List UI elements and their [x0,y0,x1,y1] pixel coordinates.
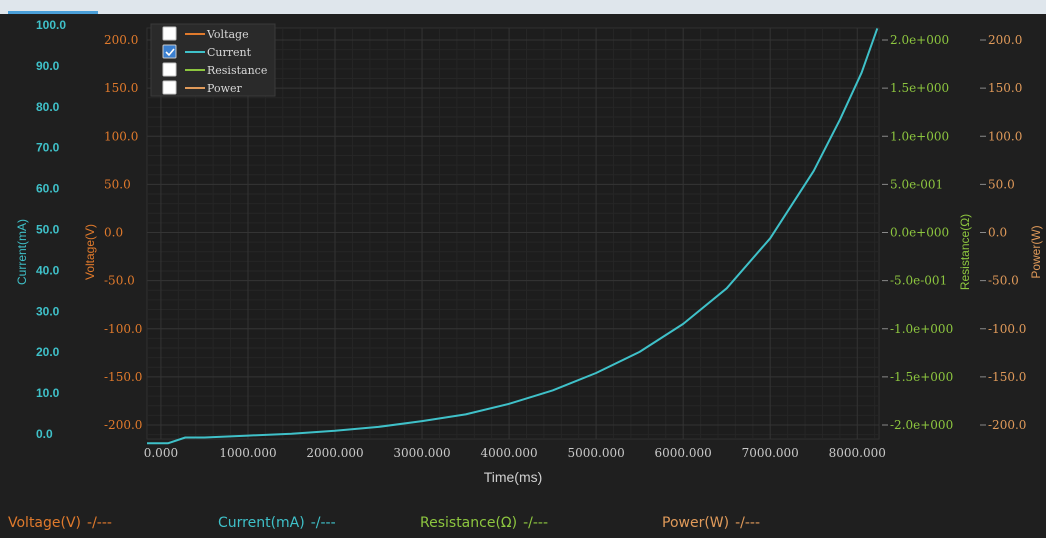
voltage-tick-label: -150.0 [104,370,142,384]
check-icon [165,48,175,57]
power-tick-label: -50.0 [988,274,1019,288]
power-tick-label: -150.0 [988,370,1026,384]
voltage-tick-label: -50.0 [104,274,135,288]
legend: Voltage Current Resistance Power [150,23,276,97]
readout-current-ma: Current(mA) -/--- [218,515,336,531]
axis-layer: 0.000 1000.000 2000.000 3000.000 4000.000 500… [15,18,1043,485]
power-tick-label: -200.0 [988,418,1026,432]
x-tick-label: 3000.000 [393,446,450,460]
legend-label-voltage: Voltage [206,28,249,41]
readout-value: -/--- [87,515,112,531]
power-tick-label: 200.0 [988,33,1022,47]
resistance-tick-label: -5.0e-001 [890,274,947,288]
voltage-tick-label: 200.0 [104,33,138,47]
power-axis-label: Power(W) [1029,225,1043,278]
power-tick-label: 100.0 [988,129,1022,143]
power-tick-label: 0.0 [988,226,1007,240]
x-tick-label: 8000.000 [829,446,886,460]
legend-label-current: Current [207,46,252,59]
voltage-tick-label: 0.0 [104,226,123,240]
resistance-tick-label: 2.0e+000 [890,33,949,47]
readout-label: Power(W) [662,515,730,531]
resistance-tick-label: 1.0e+000 [890,129,949,143]
readout-label: Voltage(V) [8,515,82,531]
voltage-tick-label: -200.0 [104,418,142,432]
resistance-tick-label: -2.0e+000 [890,418,953,432]
readout-bar: Voltage(V) -/--- Current(mA) -/--- Resistanc… [0,510,1046,538]
resistance-tick-label: -1.0e+000 [890,322,953,336]
resistance-axis-label: Resistance(Ω) [958,214,972,290]
power-tick-label: 50.0 [988,177,1015,191]
current-axis-label: Current(mA) [15,219,29,285]
current-tick-label: 80.0 [36,100,60,114]
current-tick-label: 90.0 [36,59,60,73]
readout-voltage-v: Voltage(V) -/--- [8,515,112,531]
power-tick-label: 150.0 [988,81,1022,95]
voltage-tick-label: 100.0 [104,129,138,143]
current-tick-label: 70.0 [36,141,60,155]
x-tick-label: 0.000 [144,446,178,460]
current-tick-label: 20.0 [36,345,60,359]
x-tick-label: 1000.000 [219,446,276,460]
readout-label: Current(mA) [218,515,305,531]
readout-value: -/--- [523,515,549,531]
resistance-tick-label: 1.5e+000 [890,81,949,95]
voltage-tick-label: -100.0 [104,322,142,336]
voltage-tick-label: 50.0 [104,177,131,191]
current-tick-label: 0.0 [36,427,53,441]
legend-checkbox-power[interactable] [162,80,177,95]
power-tick-label: -100.0 [988,322,1026,336]
readout-value: -/--- [310,515,336,531]
current-series-line [147,28,879,445]
legend-label-power: Power [207,82,243,95]
readout-value: -/--- [735,515,761,531]
legend-checkbox-voltage[interactable] [162,26,177,41]
x-tick-label: 2000.000 [306,446,363,460]
current-tick-label: 10.0 [36,386,60,400]
readout-label: Resistance(Ω) [420,515,518,531]
resistance-tick-label: 5.0e-001 [890,177,943,191]
x-tick-label: 4000.000 [480,446,537,460]
x-tick-label: 7000.000 [742,446,799,460]
legend-label-resistance: Resistance [207,64,267,77]
resistance-tick-label: 0.0e+000 [890,226,949,240]
legend-checkbox-current[interactable] [162,44,177,59]
current-tick-label: 40.0 [36,263,60,277]
current-tick-label: 60.0 [36,182,60,196]
top-tab-bar [0,0,1046,14]
legend-checkbox-resistance[interactable] [162,62,177,77]
readout-power-w: Power(W) -/--- [662,515,760,531]
current-tick-label: 30.0 [36,304,60,318]
series-layer [147,28,879,445]
current-tick-label: 50.0 [36,223,60,237]
voltage-tick-label: 150.0 [104,81,138,95]
resistance-tick-label: -1.5e+000 [890,370,953,384]
current-tick-label: 100.0 [36,18,66,32]
readout-resistance: Resistance(Ω) -/--- [420,515,548,531]
x-tick-label: 6000.000 [655,446,712,460]
active-tab-indicator[interactable] [8,11,98,14]
x-axis-label: Time(ms) [484,469,543,485]
multi-axis-line-chart: 0.000 1000.000 2000.000 3000.000 4000.000 500… [15,18,1043,485]
voltage-axis-label: Voltage(V) [83,224,97,280]
x-tick-label: 5000.000 [567,446,624,460]
